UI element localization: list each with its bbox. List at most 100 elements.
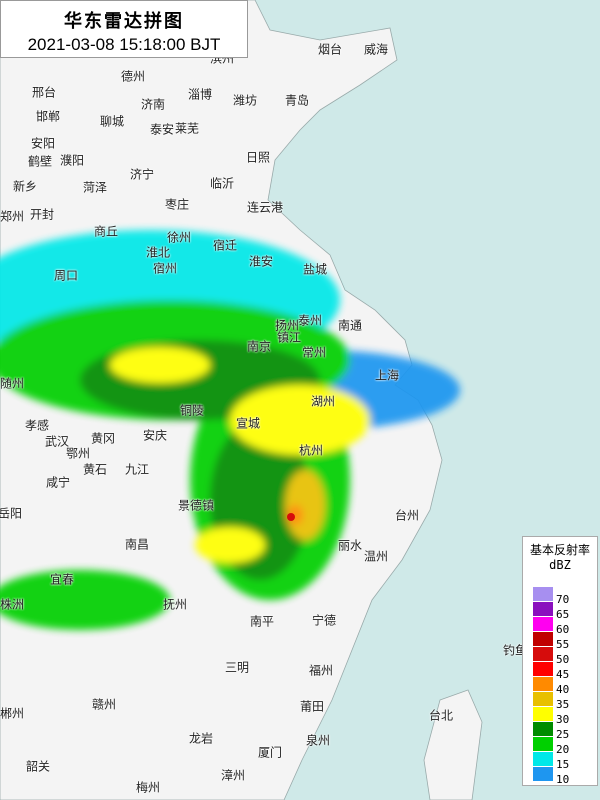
echo-20dbz bbox=[0, 570, 170, 630]
city-label: 青岛 bbox=[284, 93, 310, 108]
city-label: 抚州 bbox=[162, 597, 188, 612]
city-label: 漳州 bbox=[220, 768, 246, 783]
city-label: 威海 bbox=[363, 42, 389, 57]
city-label: 温州 bbox=[363, 549, 389, 564]
city-label: 丽水 bbox=[337, 538, 363, 553]
echo-30dbz bbox=[110, 347, 210, 383]
city-label: 潍坊 bbox=[232, 93, 258, 108]
legend-swatch-20 bbox=[533, 737, 553, 751]
legend-label: 65 bbox=[556, 608, 570, 621]
city-label: 三明 bbox=[224, 660, 250, 675]
city-label: 安阳 bbox=[30, 136, 56, 151]
legend-label: 70 bbox=[556, 593, 570, 606]
city-label: 上海 bbox=[374, 368, 400, 383]
city-label: 宣城 bbox=[235, 416, 261, 431]
city-label: 台州 bbox=[394, 508, 420, 523]
city-label: 武汉 bbox=[44, 434, 70, 449]
city-label: 龙岩 bbox=[188, 731, 214, 746]
legend-label: 30 bbox=[556, 713, 570, 726]
city-label: 台北 bbox=[428, 708, 454, 723]
city-label: 随州 bbox=[0, 376, 25, 391]
city-label: 济南 bbox=[140, 97, 166, 112]
city-label: 孝感 bbox=[24, 418, 50, 433]
city-label: 新乡 bbox=[12, 179, 38, 194]
legend-label: 55 bbox=[556, 638, 570, 651]
city-label: 株洲 bbox=[0, 597, 25, 612]
city-label: 濮阳 bbox=[59, 153, 85, 168]
city-label: 厦门 bbox=[257, 745, 283, 760]
city-label: 淄博 bbox=[187, 87, 213, 102]
legend-swatch-15 bbox=[533, 752, 553, 766]
city-label: 湖州 bbox=[310, 394, 336, 409]
legend-label: 35 bbox=[556, 698, 570, 711]
legend-label: 10 bbox=[556, 773, 570, 786]
legend-swatch-40 bbox=[533, 677, 553, 691]
city-label: 邯郸 bbox=[35, 109, 61, 124]
city-label: 莆田 bbox=[299, 699, 325, 714]
legend-swatch-55 bbox=[533, 632, 553, 646]
legend-swatch-70 bbox=[533, 587, 553, 601]
city-label: 郑州 bbox=[0, 209, 25, 224]
legend-label: 45 bbox=[556, 668, 570, 681]
city-label: 聊城 bbox=[99, 114, 125, 129]
legend-swatch-45 bbox=[533, 662, 553, 676]
legend-unit: dBZ bbox=[549, 558, 571, 572]
city-label: 开封 bbox=[29, 207, 55, 222]
city-label: 九江 bbox=[124, 462, 150, 477]
legend-swatch-35 bbox=[533, 692, 553, 706]
city-label: 黄冈 bbox=[90, 431, 116, 446]
echo-50dbz bbox=[287, 513, 295, 521]
legend-swatch-25 bbox=[533, 722, 553, 736]
city-label: 安庆 bbox=[142, 428, 168, 443]
legend-swatch-10 bbox=[533, 767, 553, 781]
city-label: 杭州 bbox=[298, 443, 324, 458]
city-label: 邢台 bbox=[31, 85, 57, 100]
city-label: 岳阳 bbox=[0, 506, 23, 521]
legend-swatch-30 bbox=[533, 707, 553, 721]
city-label: 周口 bbox=[53, 268, 79, 283]
city-label: 南平 bbox=[249, 614, 275, 629]
legend-label: 20 bbox=[556, 743, 570, 756]
city-label: 鹤壁 bbox=[27, 154, 53, 169]
city-label: 镇江 bbox=[276, 330, 302, 345]
city-label: 宜春 bbox=[49, 572, 75, 587]
legend-label: 60 bbox=[556, 623, 570, 636]
city-label: 日照 bbox=[245, 150, 271, 165]
city-label: 淮北 bbox=[145, 245, 171, 260]
city-label: 菏泽 bbox=[82, 180, 108, 195]
city-label: 淮安 bbox=[248, 254, 274, 269]
city-label: 南京 bbox=[246, 339, 272, 354]
city-label: 梅州 bbox=[135, 780, 161, 795]
city-label: 泉州 bbox=[305, 733, 331, 748]
legend-swatch-60 bbox=[533, 617, 553, 631]
city-label: 烟台 bbox=[317, 42, 343, 57]
city-label: 德州 bbox=[120, 69, 146, 84]
city-label: 郴州 bbox=[0, 706, 25, 721]
city-label: 连云港 bbox=[246, 200, 284, 215]
city-label: 济宁 bbox=[129, 167, 155, 182]
city-label: 福州 bbox=[308, 663, 334, 678]
echo-30dbz bbox=[195, 527, 265, 563]
city-label: 韶关 bbox=[25, 759, 51, 774]
legend-label: 40 bbox=[556, 683, 570, 696]
city-label: 泰州 bbox=[297, 313, 323, 328]
city-label: 宿迁 bbox=[212, 238, 238, 253]
city-label: 景德镇 bbox=[177, 498, 215, 513]
taiwan bbox=[423, 689, 483, 800]
city-label: 徐州 bbox=[166, 230, 192, 245]
city-label: 枣庄 bbox=[164, 197, 190, 212]
map-title: 华东雷达拼图 bbox=[64, 11, 184, 32]
legend-swatch-65 bbox=[533, 602, 553, 616]
city-label: 宁德 bbox=[311, 613, 337, 628]
echo-30dbz bbox=[230, 385, 370, 455]
city-label: 钓鱼 bbox=[502, 643, 528, 658]
title-box: 华东雷达拼图 2021-03-08 15:18:00 BJT bbox=[0, 0, 248, 58]
legend: 基本反射率 dBZ 70 65 60 55 50 45 40 35 30 25 20 15 10 bbox=[522, 536, 598, 786]
city-label: 商丘 bbox=[93, 224, 119, 239]
city-label: 黄石 bbox=[82, 462, 108, 477]
city-label: 盐城 bbox=[302, 262, 328, 277]
city-label: 铜陵 bbox=[179, 403, 205, 418]
city-label: 泰安 bbox=[149, 122, 175, 137]
city-label: 临沂 bbox=[209, 176, 235, 191]
